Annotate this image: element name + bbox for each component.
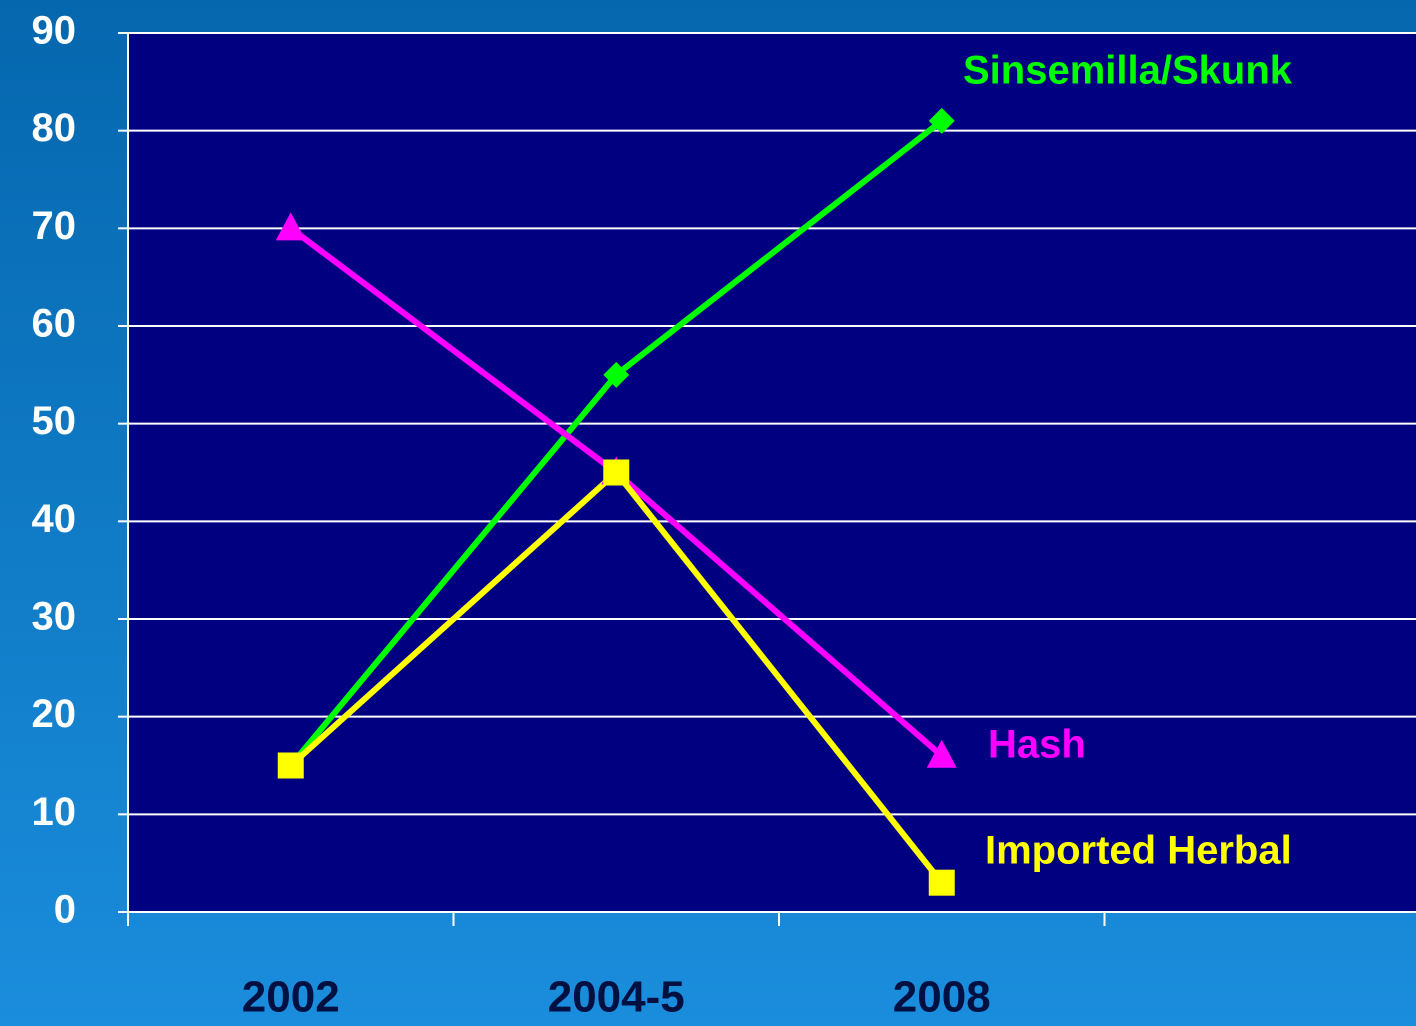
marker [926,739,957,768]
y-tick-label: 60 [32,302,77,346]
series-label: Imported Herbal [985,829,1292,873]
y-tick-label: 20 [32,692,77,736]
plot-area [128,33,1416,912]
x-tick-label: 2008 [893,973,991,1022]
y-tick-label: 40 [32,497,77,541]
y-tick-label: 50 [32,399,77,443]
y-tick-label: 70 [32,204,77,248]
marker [603,361,630,388]
y-tick-label: 80 [32,106,77,150]
x-tick-label: 2004-5 [548,973,685,1022]
marker [928,869,955,896]
y-tick-label: 30 [32,595,77,639]
marker [277,752,304,779]
marker [928,107,955,134]
y-tick-label: 0 [54,888,76,932]
marker [603,459,630,486]
x-tick-label: 2002 [242,973,340,1022]
y-tick-label: 90 [32,9,77,53]
y-tick-label: 10 [32,790,77,834]
series-label: Hash [988,723,1086,767]
series-label: Sinsemilla/Skunk [963,49,1293,93]
marker [275,212,306,241]
